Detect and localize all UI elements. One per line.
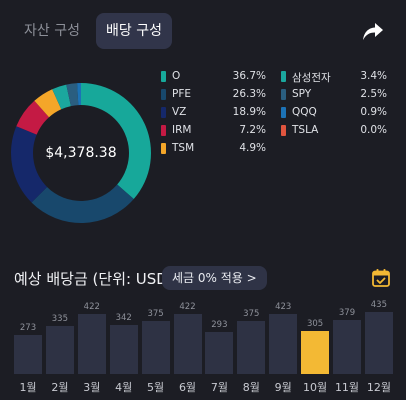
legend-name: VZ [172,106,187,118]
month-bar-5[interactable] [141,320,170,374]
month-label: 6월 [178,381,197,394]
dividend-section-title: 예상 배당금 (단위: USD) [14,270,174,288]
bar-value-label: 379 [338,307,356,318]
legend-percent: 3.4% [360,70,387,82]
bar-value-label: 435 [370,300,387,310]
month-bar-12[interactable] [364,312,393,374]
bar-value-label: 422 [83,301,100,312]
legend-percent: 36.7% [232,70,266,82]
legend-swatch [281,71,286,82]
bar-value-label: 375 [243,308,260,319]
month-bar-8[interactable] [237,320,266,374]
legend-name: SPY [292,88,312,100]
legend-swatch [161,107,166,118]
tab-bar: 자산 구성 배당 구성 [14,13,172,49]
month-label: 10월 [303,381,328,394]
donut-slice-VZ [10,126,48,203]
bar-value-label: 305 [306,318,324,329]
legend-swatch [161,71,166,82]
legend-item: O 36.7% [161,70,266,84]
legend-percent: 7.2% [239,124,266,136]
legend-swatch [281,107,286,118]
month-label: 11월 [334,381,360,394]
tab-dividend-composition[interactable]: 배당 구성 [95,13,172,49]
legend-name: PFE [172,88,192,100]
legend-swatch [281,125,286,136]
legend-name: 삼성전자 [292,72,331,84]
bar-value-label: 273 [19,323,37,334]
legend-name: QQQ [292,106,317,118]
month-label: 3월 [83,381,101,394]
legend-name: TSM [172,142,195,154]
legend-item: PFE 26.3% [161,88,266,102]
month-label: 8월 [242,381,260,394]
donut-total-amount: $4,378.38 [45,145,117,161]
month-label: 12월 [366,381,391,394]
month-bar-3[interactable] [77,313,106,374]
legend-swatch [161,143,166,154]
legend-percent: 18.9% [232,106,266,118]
legend-percent: 0.9% [360,106,387,118]
month-bar-2[interactable] [45,326,74,374]
month-label: 1월 [19,381,37,394]
donut-slice-O [81,83,151,199]
bar-value-label: 335 [51,314,68,325]
month-label: 5월 [147,381,165,394]
legend-item: SPY 2.5% [281,88,387,102]
legend-item: TSM 4.9% [161,142,266,156]
donut-slice-삼성전자 [52,84,71,110]
bar-value-label: 423 [275,301,292,312]
month-label: 4월 [115,381,133,394]
legend-item: 삼성전자 3.4% [281,70,387,84]
donut-slice-SPY [66,83,79,107]
legend-swatch [281,89,286,100]
legend: O 36.7% PFE 26.3% VZ 18.9% IRM 7.2% TSM 4.9% 삼성전자 3… [161,70,401,160]
legend-swatch [161,125,166,136]
month-label: 9월 [274,381,292,394]
legend-item: IRM 7.2% [161,124,266,138]
monthly-dividend-chart: 273 1월 335 2월 422 3월 342 4월 375 5월 422 6월 293 7월 375 8월… [0,296,406,400]
month-bar-7[interactable] [205,332,234,374]
month-bar-6[interactable] [173,313,202,374]
legend-percent: 0.0% [360,124,387,136]
month-label: 2월 [51,381,69,394]
tax-rate-button[interactable]: 세금 0% 적용 > [162,266,267,290]
legend-percent: 4.9% [239,142,266,154]
donut-slice-IRM [16,100,50,135]
calendar-check-icon[interactable] [371,268,391,288]
month-bar-11[interactable] [333,319,361,374]
legend-item: TSLA 0.0% [281,124,387,138]
donut-chart [10,83,151,223]
donut-slice-TSM [34,89,62,118]
month-label: 7월 [210,381,228,394]
legend-item: QQQ 0.9% [281,106,387,120]
legend-percent: 26.3% [232,88,266,100]
bar-value-label: 342 [115,313,132,324]
bar-value-label: 375 [147,308,164,319]
tab-asset-composition[interactable]: 자산 구성 [24,23,80,39]
month-bar-1[interactable] [14,335,42,374]
donut-slice-PFE [31,184,134,223]
legend-swatch [161,89,166,100]
month-bar-9[interactable] [269,313,298,374]
legend-name: IRM [172,124,192,136]
legend-percent: 2.5% [360,88,387,100]
donut-slice-QQQ [77,83,81,106]
month-bar-10[interactable] [301,330,330,374]
share-arrow-icon[interactable] [362,22,384,42]
legend-name: O [172,70,181,82]
legend-name: TSLA [292,124,319,136]
bar-value-label: 293 [211,320,228,331]
month-bar-4[interactable] [109,325,138,374]
legend-item: VZ 18.9% [161,106,266,120]
bar-value-label: 422 [179,301,196,312]
